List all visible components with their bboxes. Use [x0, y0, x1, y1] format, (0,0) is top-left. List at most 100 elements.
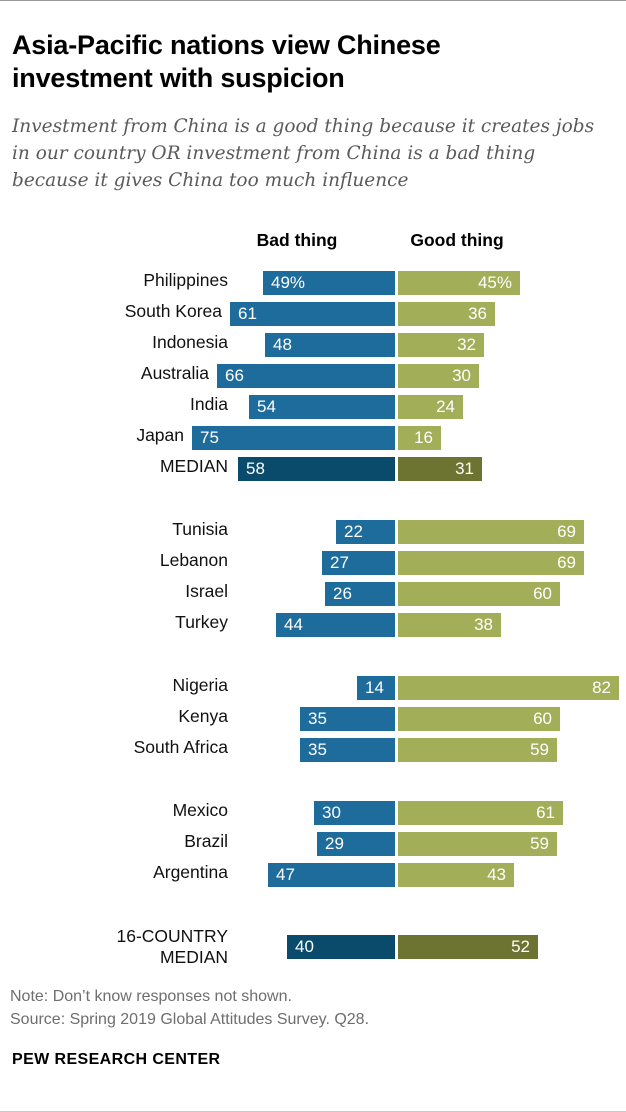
row-label: Kenya	[178, 705, 228, 726]
row-label: Argentina	[153, 861, 228, 882]
row-label: India	[190, 393, 228, 414]
row-label: South Korea	[124, 300, 222, 321]
bad-thing-bar: 27	[322, 550, 395, 575]
good-thing-bar: 59	[398, 737, 557, 762]
pew-research-center-logo: PEW RESEARCH CENTER	[12, 1051, 221, 1069]
row-label: Philippines	[143, 269, 228, 290]
bad-thing-value: 66	[225, 365, 244, 385]
chart-group-latin-america: Mexico 30 61 Brazil 29 59 Argentina 47 43	[0, 798, 626, 891]
good-thing-bar: 69	[398, 519, 584, 544]
good-thing-bar: 32	[398, 332, 484, 357]
bad-thing-bar: 49%	[263, 270, 395, 295]
good-thing-value: 59	[530, 739, 549, 759]
bad-thing-bar: 14	[357, 675, 395, 700]
bad-thing-value: 61	[238, 303, 257, 323]
chart-row-tunisia: Tunisia 22 69	[0, 517, 626, 548]
column-headers: Bad thing Good thing	[0, 230, 626, 252]
chart-row-australia: Australia 66 30	[0, 361, 626, 392]
good-thing-value: 60	[533, 583, 552, 603]
bad-thing-value: 27	[330, 552, 349, 572]
bad-thing-value: 30	[322, 802, 341, 822]
bad-thing-value: 54	[257, 396, 276, 416]
chart-row-japan: Japan 75 16	[0, 423, 626, 454]
bad-thing-value: 47	[276, 864, 295, 884]
good-thing-bar: 24	[398, 394, 463, 419]
chart-title: Asia-Pacific nations view Chinese invest…	[12, 30, 441, 93]
good-thing-bar: 31	[398, 456, 482, 481]
good-thing-bar: 38	[398, 612, 501, 637]
good-thing-value: 59	[530, 833, 549, 853]
good-thing-bar: 52	[398, 934, 538, 959]
bad-thing-bar: 75	[192, 425, 395, 450]
good-thing-bar: 60	[398, 581, 560, 606]
row-label: Japan	[136, 424, 184, 445]
good-thing-value: 16	[414, 427, 433, 447]
good-thing-bar: 59	[398, 831, 557, 856]
row-label: Indonesia	[152, 331, 228, 352]
bad-thing-bar: 22	[336, 519, 395, 544]
chart-subtitle: Investment from China is a good thing be…	[12, 115, 595, 191]
chart-row-kenya: Kenya 35 60	[0, 704, 626, 735]
good-thing-value: 32	[457, 334, 476, 354]
chart-note: Note: Don’t know responses not shown.	[10, 987, 292, 1005]
row-label: Israel	[185, 580, 228, 601]
bad-thing-bar: 54	[249, 394, 395, 419]
row-label: South Africa	[133, 736, 228, 757]
chart-row-india: India 54 24	[0, 392, 626, 423]
good-thing-value: 45%	[477, 272, 512, 292]
row-label: Nigeria	[172, 674, 228, 695]
good-thing-bar: 43	[398, 862, 514, 887]
bad-thing-bar: 48	[265, 332, 395, 357]
good-thing-bar: 16	[398, 425, 441, 450]
row-label: Lebanon	[159, 549, 228, 570]
good-thing-value: 61	[536, 802, 555, 822]
row-label: Brazil	[184, 830, 228, 851]
row-label: MEDIAN	[159, 455, 228, 476]
bad-thing-value: 35	[308, 739, 327, 759]
bad-thing-value: 22	[344, 521, 363, 541]
diverging-bar-chart: Philippines 49% 45% South Korea 61 36 Indonesi…	[0, 268, 626, 971]
good-thing-bar: 60	[398, 706, 560, 731]
bad-thing-bar: 66	[217, 363, 395, 388]
chart-row-south-africa: South Africa 35 59	[0, 735, 626, 766]
chart-group-asia-pacific: Philippines 49% 45% South Korea 61 36 Indonesi…	[0, 268, 626, 485]
chart-row-mexico: Mexico 30 61	[0, 798, 626, 829]
bad-thing-value: 14	[365, 677, 384, 697]
bad-thing-value: 40	[295, 936, 314, 956]
chart-row-median: MEDIAN 58 31	[0, 454, 626, 485]
bad-thing-column-header: Bad thing	[256, 229, 338, 250]
chart-group-overall: 16-COUNTRY MEDIAN 40 52	[0, 923, 626, 971]
bad-thing-value: 49%	[271, 272, 306, 292]
bad-thing-bar: 26	[325, 581, 395, 606]
bad-thing-value: 29	[325, 833, 344, 853]
chart-row-indonesia: Indonesia 48 32	[0, 330, 626, 361]
good-thing-value: 69	[557, 521, 576, 541]
bad-thing-bar: 40	[287, 934, 395, 959]
good-thing-value: 69	[557, 552, 576, 572]
bad-thing-value: 44	[284, 614, 303, 634]
good-thing-value: 30	[452, 365, 471, 385]
good-thing-value: 82	[592, 677, 611, 697]
bad-thing-bar: 35	[300, 737, 395, 762]
chart-row-argentina: Argentina 47 43	[0, 860, 626, 891]
good-thing-column-header: Good thing	[410, 229, 504, 250]
chart-row-lebanon: Lebanon 27 69	[0, 548, 626, 579]
good-thing-bar: 36	[398, 301, 495, 326]
bad-thing-bar: 35	[300, 706, 395, 731]
bad-thing-bar: 30	[314, 800, 395, 825]
chart-row-philippines: Philippines 49% 45%	[0, 268, 626, 299]
bad-thing-bar: 61	[230, 301, 395, 326]
chart-row-south-korea: South Korea 61 36	[0, 299, 626, 330]
good-thing-value: 31	[455, 458, 474, 478]
good-thing-bar: 61	[398, 800, 563, 825]
chart-source: Source: Spring 2019 Global Attitudes Sur…	[10, 1011, 370, 1029]
good-thing-value: 24	[436, 396, 455, 416]
chart-row-brazil: Brazil 29 59	[0, 829, 626, 860]
good-thing-bar: 45%	[398, 270, 520, 295]
chart-row-turkey: Turkey 44 38	[0, 610, 626, 641]
bad-thing-value: 35	[308, 708, 327, 728]
row-label: Tunisia	[172, 518, 228, 539]
bad-thing-bar: 44	[276, 612, 395, 637]
chart-row-nigeria: Nigeria 14 82	[0, 673, 626, 704]
